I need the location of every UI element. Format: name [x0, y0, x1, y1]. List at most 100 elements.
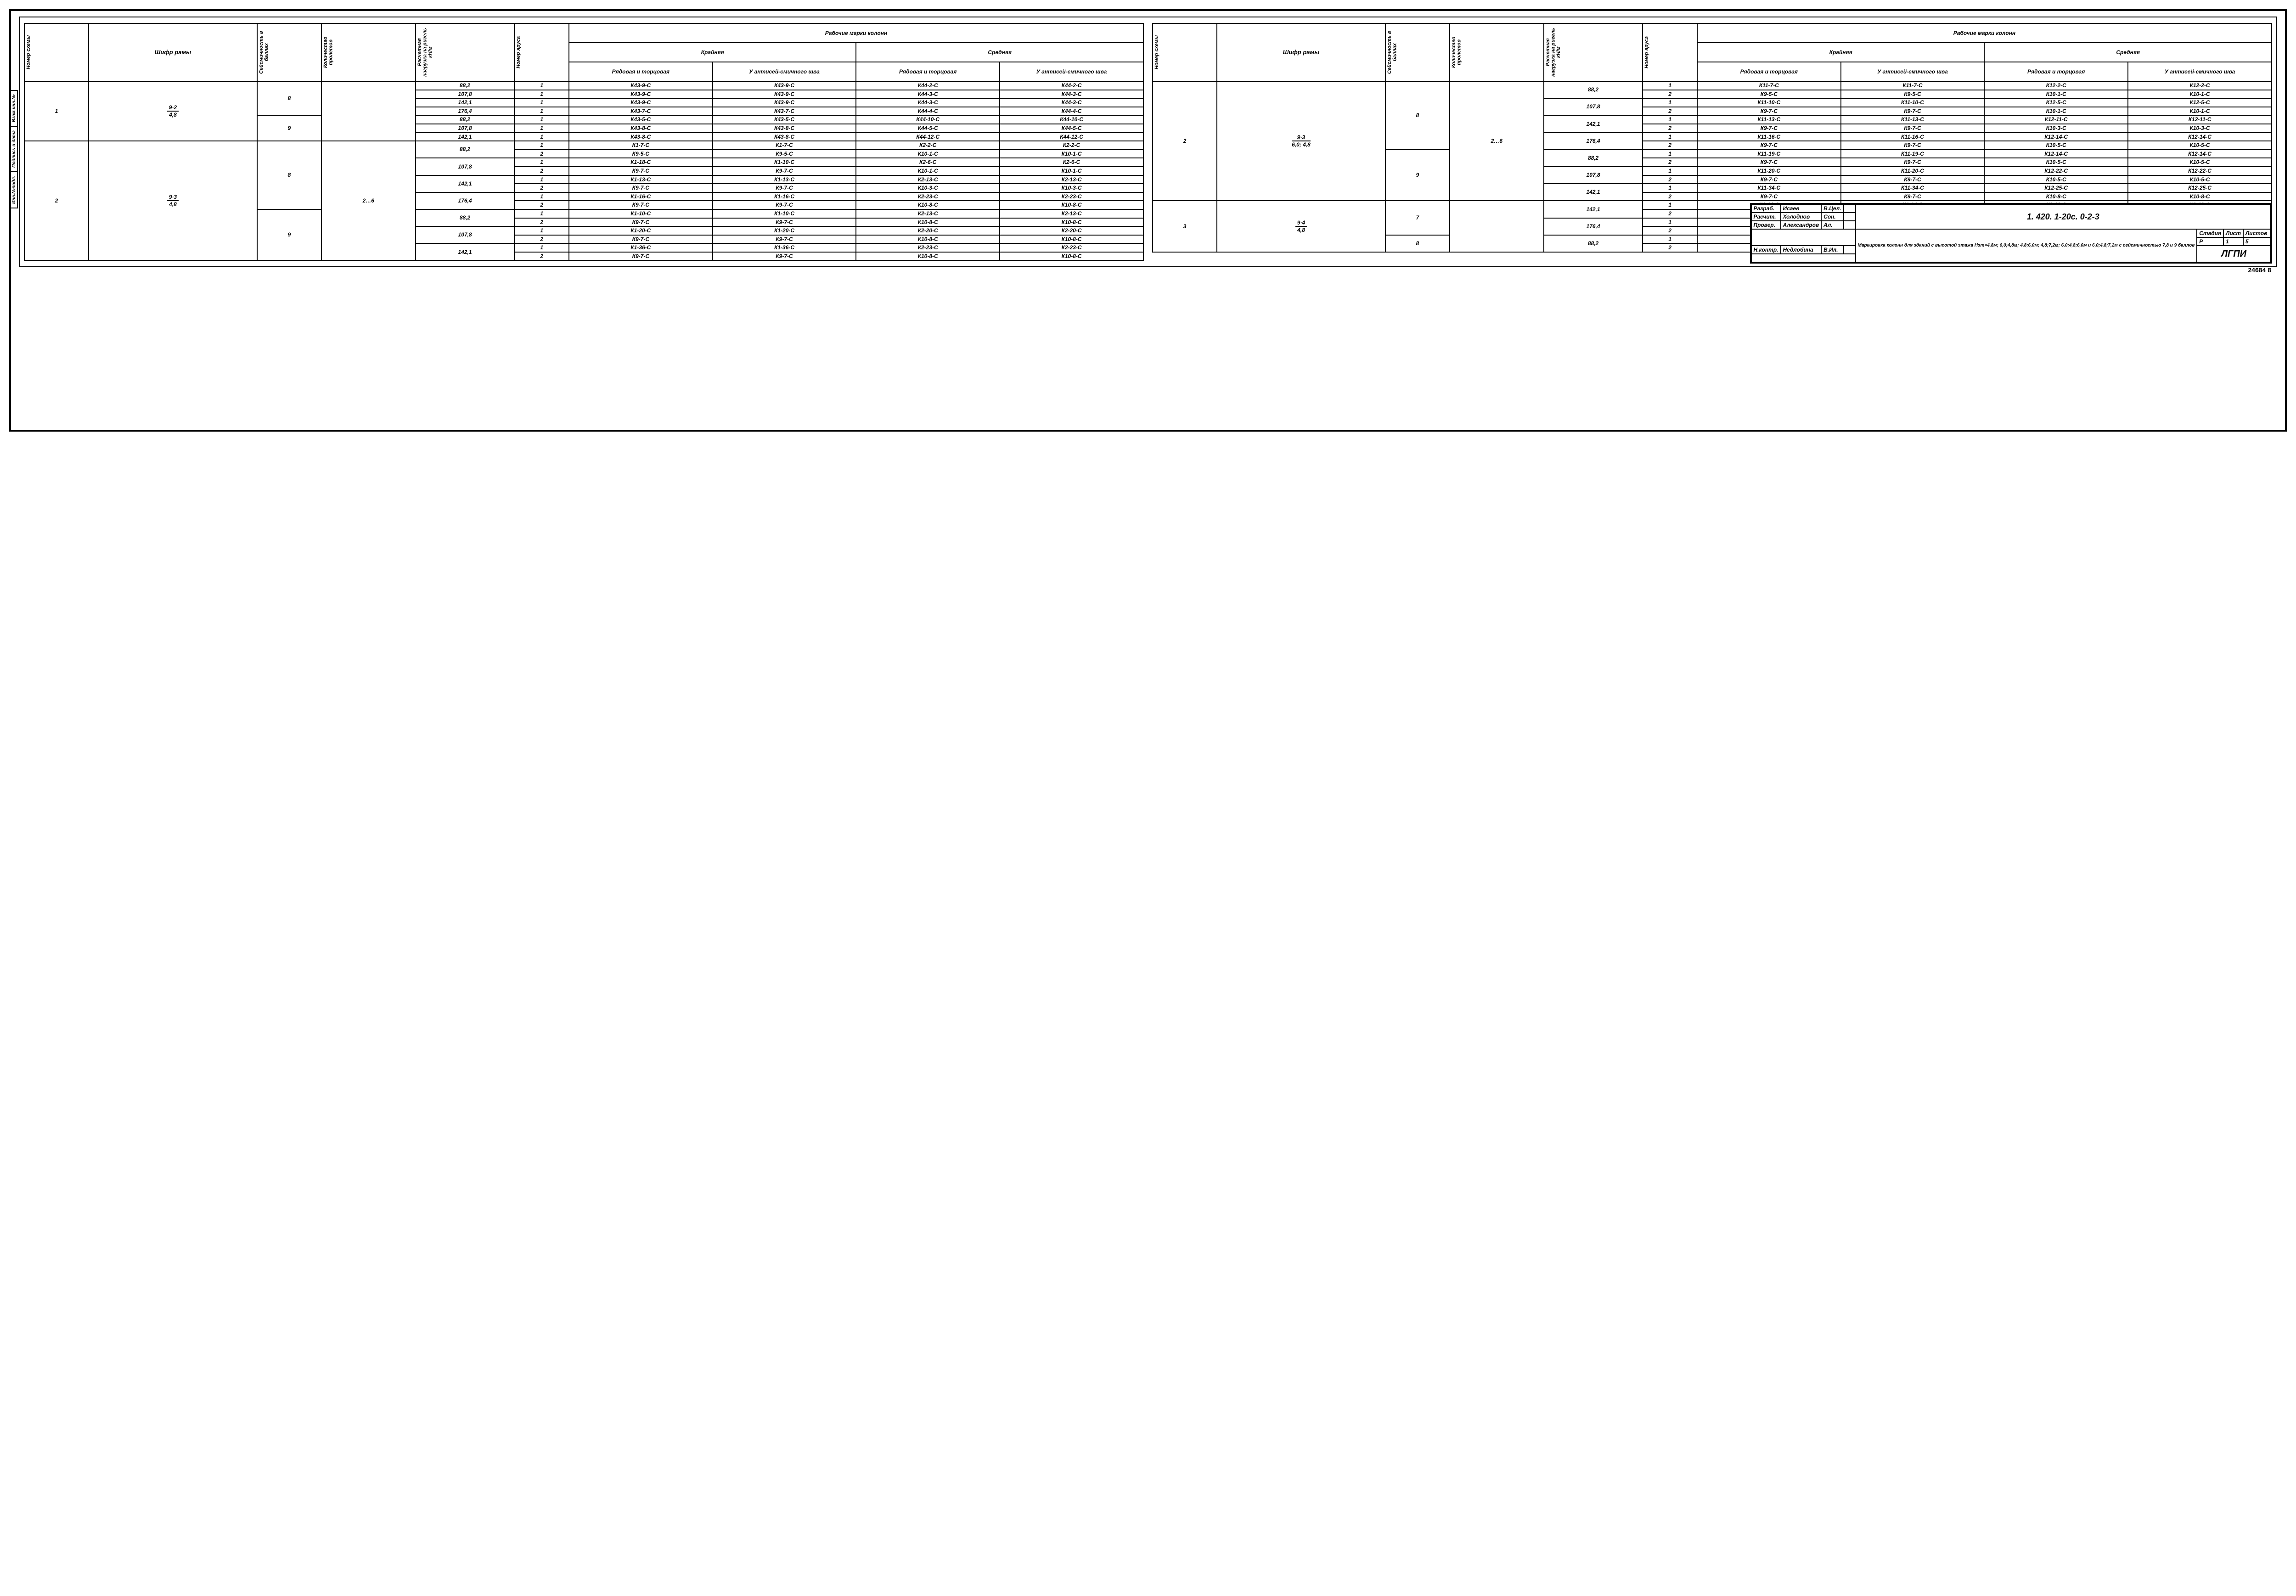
frame-code: 9·44,8	[1217, 201, 1385, 252]
load: 107,8	[416, 158, 515, 175]
mark-c: К2-6-С	[856, 158, 1000, 167]
mark-d: К10-1-С	[1000, 150, 1143, 158]
mark-c: К44-4-С	[856, 107, 1000, 116]
load: 107,8	[416, 90, 515, 99]
mark-d: К44-12-С	[1000, 133, 1143, 141]
load: 142,1	[416, 243, 515, 260]
tier-no: 1	[1643, 98, 1697, 107]
tier-no: 2	[514, 201, 569, 209]
tb-h: Лист	[2223, 229, 2243, 237]
tier-no: 1	[514, 90, 569, 99]
load: 176,4	[416, 107, 515, 116]
load: 88,2	[416, 115, 515, 124]
tb-role: Н.контр.	[1751, 246, 1781, 254]
load: 176,4	[416, 192, 515, 209]
bind-cell: Подпись и дата	[11, 126, 17, 171]
drawing-code: 1. 420. 1-20с. 0-2-3	[1856, 204, 2271, 229]
mark-b: К11-7-С	[1841, 81, 1985, 90]
tier-no: 1	[514, 158, 569, 167]
tier-no: 1	[1643, 115, 1697, 124]
mark-b: К9-7-С	[1841, 175, 1985, 184]
mark-c: К44-3-С	[856, 98, 1000, 107]
tb-name: Александров	[1781, 221, 1822, 229]
tier-no: 1	[1643, 167, 1697, 175]
mark-a: К9-7-С	[569, 252, 713, 261]
tb-lists: 5	[2243, 237, 2271, 246]
mark-b: К9-7-С	[713, 252, 856, 261]
tier-no: 1	[1643, 235, 1697, 244]
mark-b: К1-10-С	[713, 209, 856, 218]
tier-no: 2	[1643, 90, 1697, 99]
table-row: 2 9·36,0; 4,8 82…688,21К11-7-СК11-7-СК12…	[1153, 81, 2272, 90]
tier-no: 1	[514, 192, 569, 201]
mark-b: К9-7-С	[1841, 141, 1985, 150]
mark-d: К10-3-С	[2128, 124, 2272, 133]
mark-b: К1-16-С	[713, 192, 856, 201]
mark-c: К10-8-С	[856, 201, 1000, 209]
tier-no: 2	[514, 235, 569, 244]
tier-no: 2	[1643, 141, 1697, 150]
binding-strip: Инв.№подл. Подпись и дата Взам.инв.№	[10, 90, 18, 208]
mark-c: К44-5-С	[856, 124, 1000, 133]
mark-b: К9-7-С	[1841, 158, 1985, 167]
mark-d: К2-23-С	[1000, 192, 1143, 201]
tb-sign: Сон.	[1821, 213, 1843, 221]
mark-d: К2-13-С	[1000, 175, 1143, 184]
mark-c: К2-13-С	[856, 175, 1000, 184]
load: 88,2	[1544, 235, 1643, 252]
mark-a: К43-8-С	[569, 133, 713, 141]
mark-c: К10-1-С	[856, 150, 1000, 158]
seismicity: 8	[257, 141, 321, 209]
mark-a: К1-7-С	[569, 141, 713, 150]
drawing-inventory-no: 24684 8	[2248, 266, 2271, 274]
mark-a: К11-34-С	[1697, 184, 1841, 192]
seismicity: 7	[1385, 201, 1450, 235]
load: 107,8	[1544, 167, 1643, 184]
tb-empty	[1751, 229, 1856, 246]
inner-frame: Номер схемы Шифр рамы Сейсмичность в бал…	[19, 17, 2277, 267]
mark-a: К1-20-С	[569, 226, 713, 235]
mark-d: К10-5-С	[2128, 141, 2272, 150]
mark-c: К2-20-С	[856, 226, 1000, 235]
load: 142,1	[416, 98, 515, 107]
mark-c: К12-25-С	[1984, 184, 2128, 192]
load: 107,8	[416, 226, 515, 243]
load: 88,2	[1544, 150, 1643, 167]
mark-a: К9-5-С	[569, 150, 713, 158]
mark-c: К10-8-С	[856, 218, 1000, 227]
mark-b: К9-7-С	[713, 218, 856, 227]
mark-c: К12-5-С	[1984, 98, 2128, 107]
load: 88,2	[416, 141, 515, 158]
mark-a: К1-36-С	[569, 243, 713, 252]
tb-stage: Р	[2197, 237, 2223, 246]
org-name: ЛГПИ	[2197, 246, 2271, 262]
mark-d: К10-3-С	[1000, 184, 1143, 192]
mark-a: К9-5-С	[1697, 90, 1841, 99]
mark-a: К9-7-С	[1697, 141, 1841, 150]
mark-b: К9-7-С	[713, 184, 856, 192]
tier-no: 1	[514, 81, 569, 90]
mark-b: К43-9-С	[713, 90, 856, 99]
mark-b: К9-7-С	[713, 235, 856, 244]
mark-c: К44-12-С	[856, 133, 1000, 141]
load: 88,2	[1544, 81, 1643, 98]
mark-a: К9-7-С	[1697, 175, 1841, 184]
mark-b: К43-7-С	[713, 107, 856, 116]
mark-d: К10-8-С	[1000, 201, 1143, 209]
tb-role: Расчит.	[1751, 213, 1781, 221]
mark-d: К10-5-С	[2128, 158, 2272, 167]
mark-a: К43-9-С	[569, 81, 713, 90]
tier-no: 2	[1643, 243, 1697, 252]
mark-b: К43-9-С	[713, 81, 856, 90]
mark-c: К10-8-С	[1984, 192, 2128, 201]
mark-a: К11-7-С	[1697, 81, 1841, 90]
mark-a: К9-7-С	[569, 218, 713, 227]
mark-d: К10-8-С	[1000, 218, 1143, 227]
tier-no: 2	[1643, 226, 1697, 235]
tb-sign: В.Цел.	[1821, 204, 1843, 213]
mark-a: К9-7-С	[569, 235, 713, 244]
mark-d: К12-2-С	[2128, 81, 2272, 90]
tb-role: Разраб.	[1751, 204, 1781, 213]
mark-a: К43-5-С	[569, 115, 713, 124]
mark-b: К1-10-С	[713, 158, 856, 167]
